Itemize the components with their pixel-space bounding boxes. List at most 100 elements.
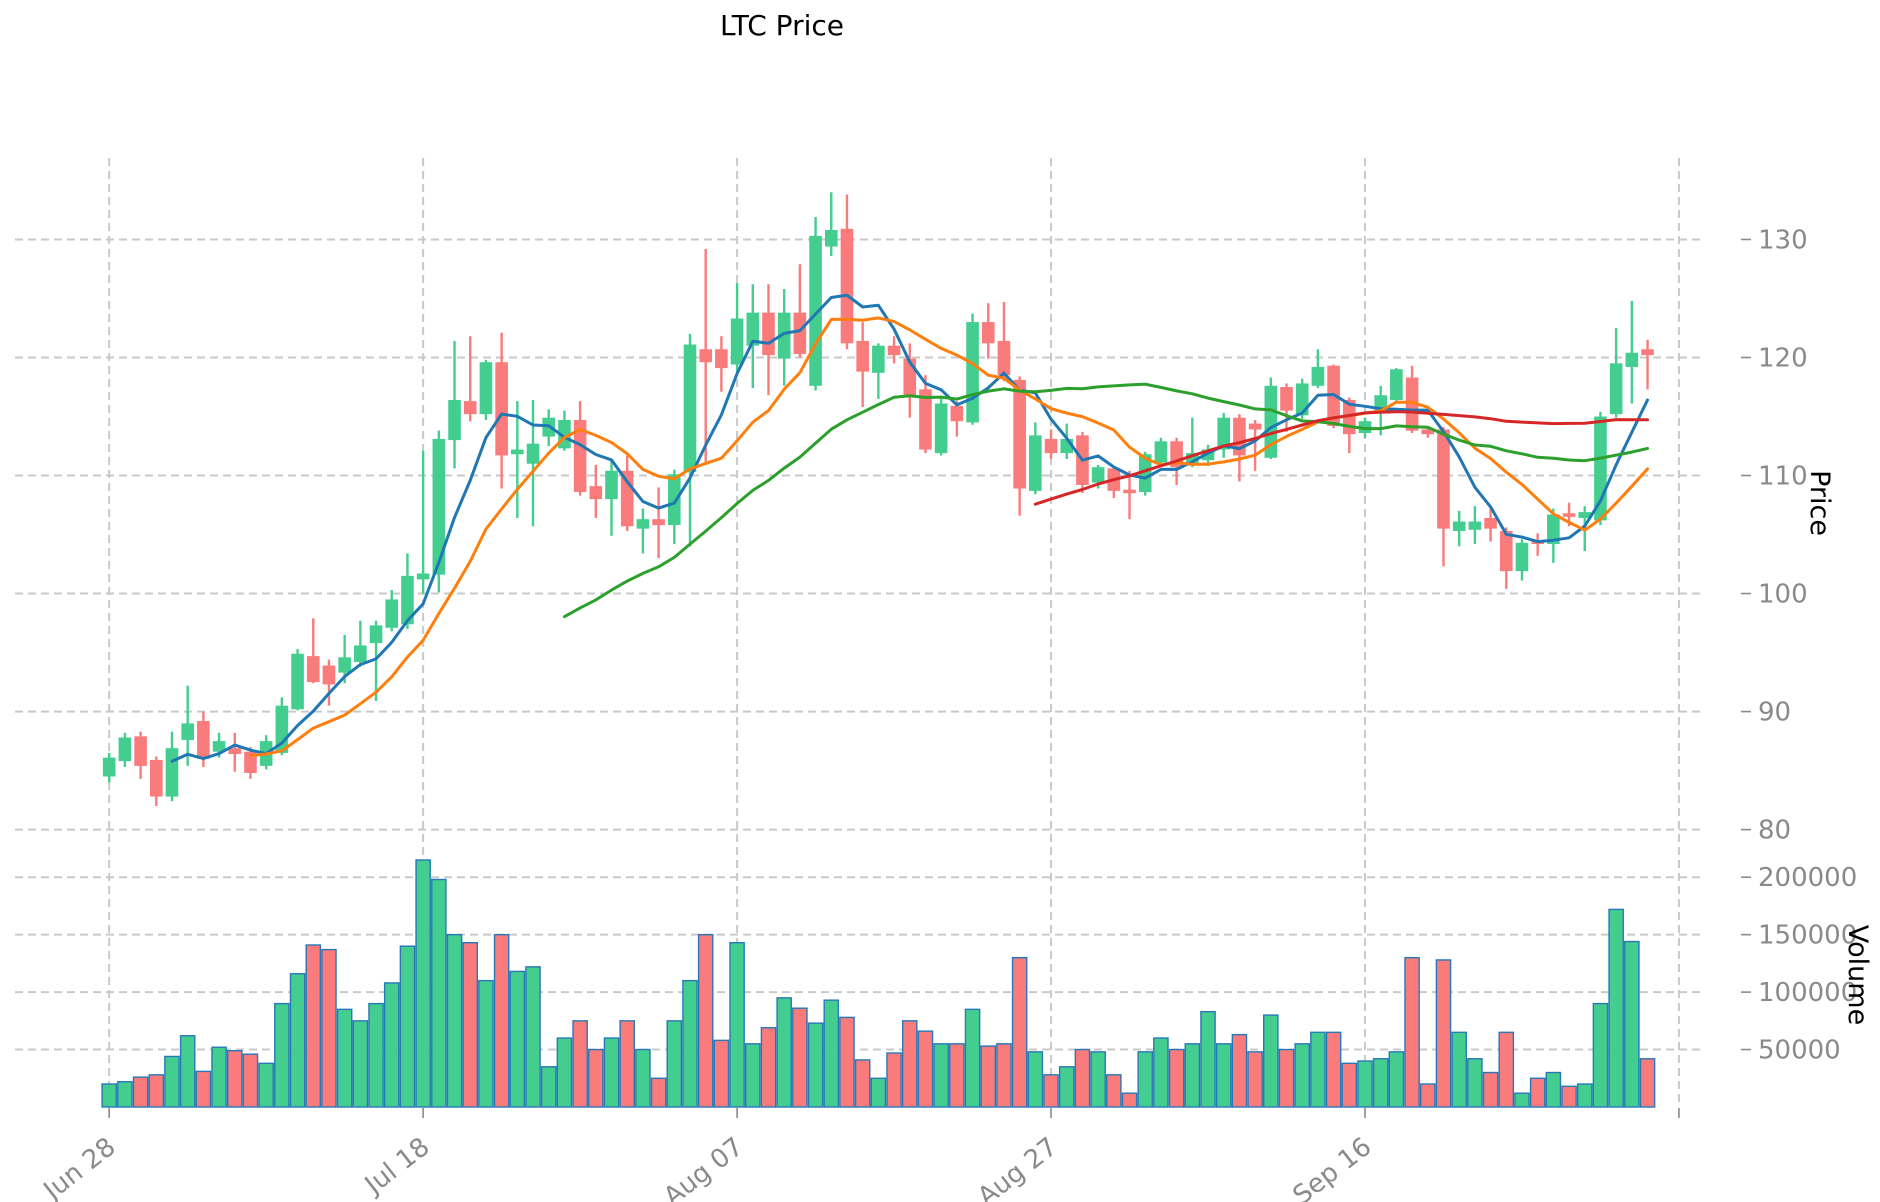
- volume-bar: [980, 1045, 997, 1108]
- price-tick-label: 90: [1758, 698, 1791, 728]
- volume-bar: [666, 1020, 683, 1108]
- volume-bar: [776, 997, 792, 1108]
- candle-body: [1562, 513, 1576, 517]
- volume-bar: [336, 1008, 353, 1108]
- candle-body: [448, 399, 461, 441]
- volume-bar: [917, 1030, 934, 1108]
- candle-body: [856, 340, 869, 372]
- volume-bar: [1231, 1033, 1248, 1108]
- volume-bar: [1357, 1060, 1373, 1108]
- date-tick-label: Jun 28: [37, 1132, 122, 1202]
- volume-bar: [1310, 1031, 1326, 1108]
- volume-bar: [996, 1043, 1012, 1108]
- volume-bar: [258, 1062, 274, 1108]
- candle-body: [1405, 377, 1419, 431]
- candle-body: [793, 312, 807, 354]
- candle-body: [1547, 514, 1560, 544]
- candle-body: [1594, 416, 1607, 521]
- volume-bar: [195, 1070, 212, 1108]
- candle-body: [1311, 366, 1325, 386]
- volume-bar: [839, 1016, 855, 1108]
- volume-bar: [1011, 956, 1028, 1108]
- volume-bar: [1153, 1037, 1169, 1108]
- candle-body: [244, 751, 257, 773]
- price-tick-label: 110: [1758, 462, 1808, 492]
- candle-body: [181, 723, 194, 740]
- volume-bar: [1184, 1043, 1201, 1108]
- volume-bar: [1294, 1043, 1311, 1108]
- volume-bar: [1325, 1031, 1342, 1108]
- volume-bar: [572, 1020, 588, 1108]
- volume-bar: [854, 1059, 871, 1108]
- volume-bar: [1514, 1092, 1530, 1108]
- candle-body: [134, 736, 147, 766]
- volume-bar: [588, 1048, 604, 1108]
- volume-bar: [870, 1077, 887, 1108]
- volume-bar: [1404, 956, 1420, 1108]
- candle-body: [432, 438, 446, 575]
- volume-bar: [525, 966, 541, 1108]
- volume-bar: [886, 1052, 902, 1108]
- volume-bar: [744, 1043, 761, 1108]
- candle-body: [950, 405, 964, 422]
- sma-10-line: [249, 316, 1649, 758]
- volume-bar: [682, 979, 698, 1108]
- volume-bars: [101, 859, 1656, 1108]
- candle-body: [306, 656, 320, 683]
- candle-body: [699, 349, 712, 363]
- candle-body: [1044, 438, 1058, 454]
- volume-bar: [1247, 1051, 1263, 1108]
- volume-tick-label: 150000: [1758, 921, 1857, 951]
- candle-body: [495, 362, 508, 456]
- moving-averages: [170, 293, 1649, 763]
- candle-body: [746, 312, 760, 346]
- volume-bar: [1419, 1083, 1436, 1108]
- candle-body: [636, 519, 650, 529]
- candle-body: [1154, 441, 1168, 463]
- candle-body: [385, 599, 399, 628]
- volume-bar: [603, 1037, 620, 1108]
- volume-tick-label: 200000: [1758, 863, 1857, 893]
- volume-bar: [650, 1077, 667, 1108]
- volume-bar: [431, 878, 447, 1108]
- volume-bar: [132, 1076, 149, 1108]
- candle-body: [526, 443, 540, 464]
- volume-bar: [1467, 1058, 1483, 1108]
- volume-bar: [289, 973, 306, 1108]
- volume-bar: [1168, 1048, 1185, 1108]
- volume-bar: [949, 1043, 965, 1108]
- candle-body: [573, 420, 587, 493]
- volume-bar: [164, 1055, 180, 1108]
- sma-60-line: [1033, 410, 1649, 506]
- volume-bar: [509, 970, 526, 1108]
- volume-bar: [1058, 1066, 1075, 1108]
- volume-bar: [964, 1008, 981, 1108]
- volume-bar: [1341, 1062, 1358, 1108]
- volume-bar: [446, 933, 463, 1108]
- candle-body: [1186, 453, 1199, 465]
- volume-bar: [321, 948, 337, 1108]
- volume-bar: [211, 1046, 227, 1108]
- volume-bar: [101, 1083, 117, 1108]
- candle-body: [354, 645, 367, 663]
- candle-body: [777, 312, 791, 359]
- candle-body: [1138, 454, 1152, 493]
- volume-bar: [1592, 1002, 1609, 1108]
- volume-bar: [1545, 1071, 1562, 1108]
- candle-body: [1201, 449, 1215, 461]
- volume-bar: [1576, 1083, 1593, 1108]
- volume-bar: [1639, 1058, 1656, 1108]
- candle-body: [416, 573, 430, 580]
- volume-tick-label: 100000: [1758, 978, 1857, 1008]
- sma-5-line: [170, 293, 1649, 763]
- candle-body: [1217, 417, 1231, 450]
- candle-body: [966, 322, 979, 423]
- candle-body: [589, 486, 603, 500]
- candle-body: [1280, 386, 1293, 411]
- volume-bar: [415, 859, 431, 1108]
- candle-body: [824, 230, 838, 247]
- candle-body: [1625, 352, 1639, 367]
- candle-body: [1452, 521, 1466, 531]
- chart-title: LTC Price: [720, 9, 844, 42]
